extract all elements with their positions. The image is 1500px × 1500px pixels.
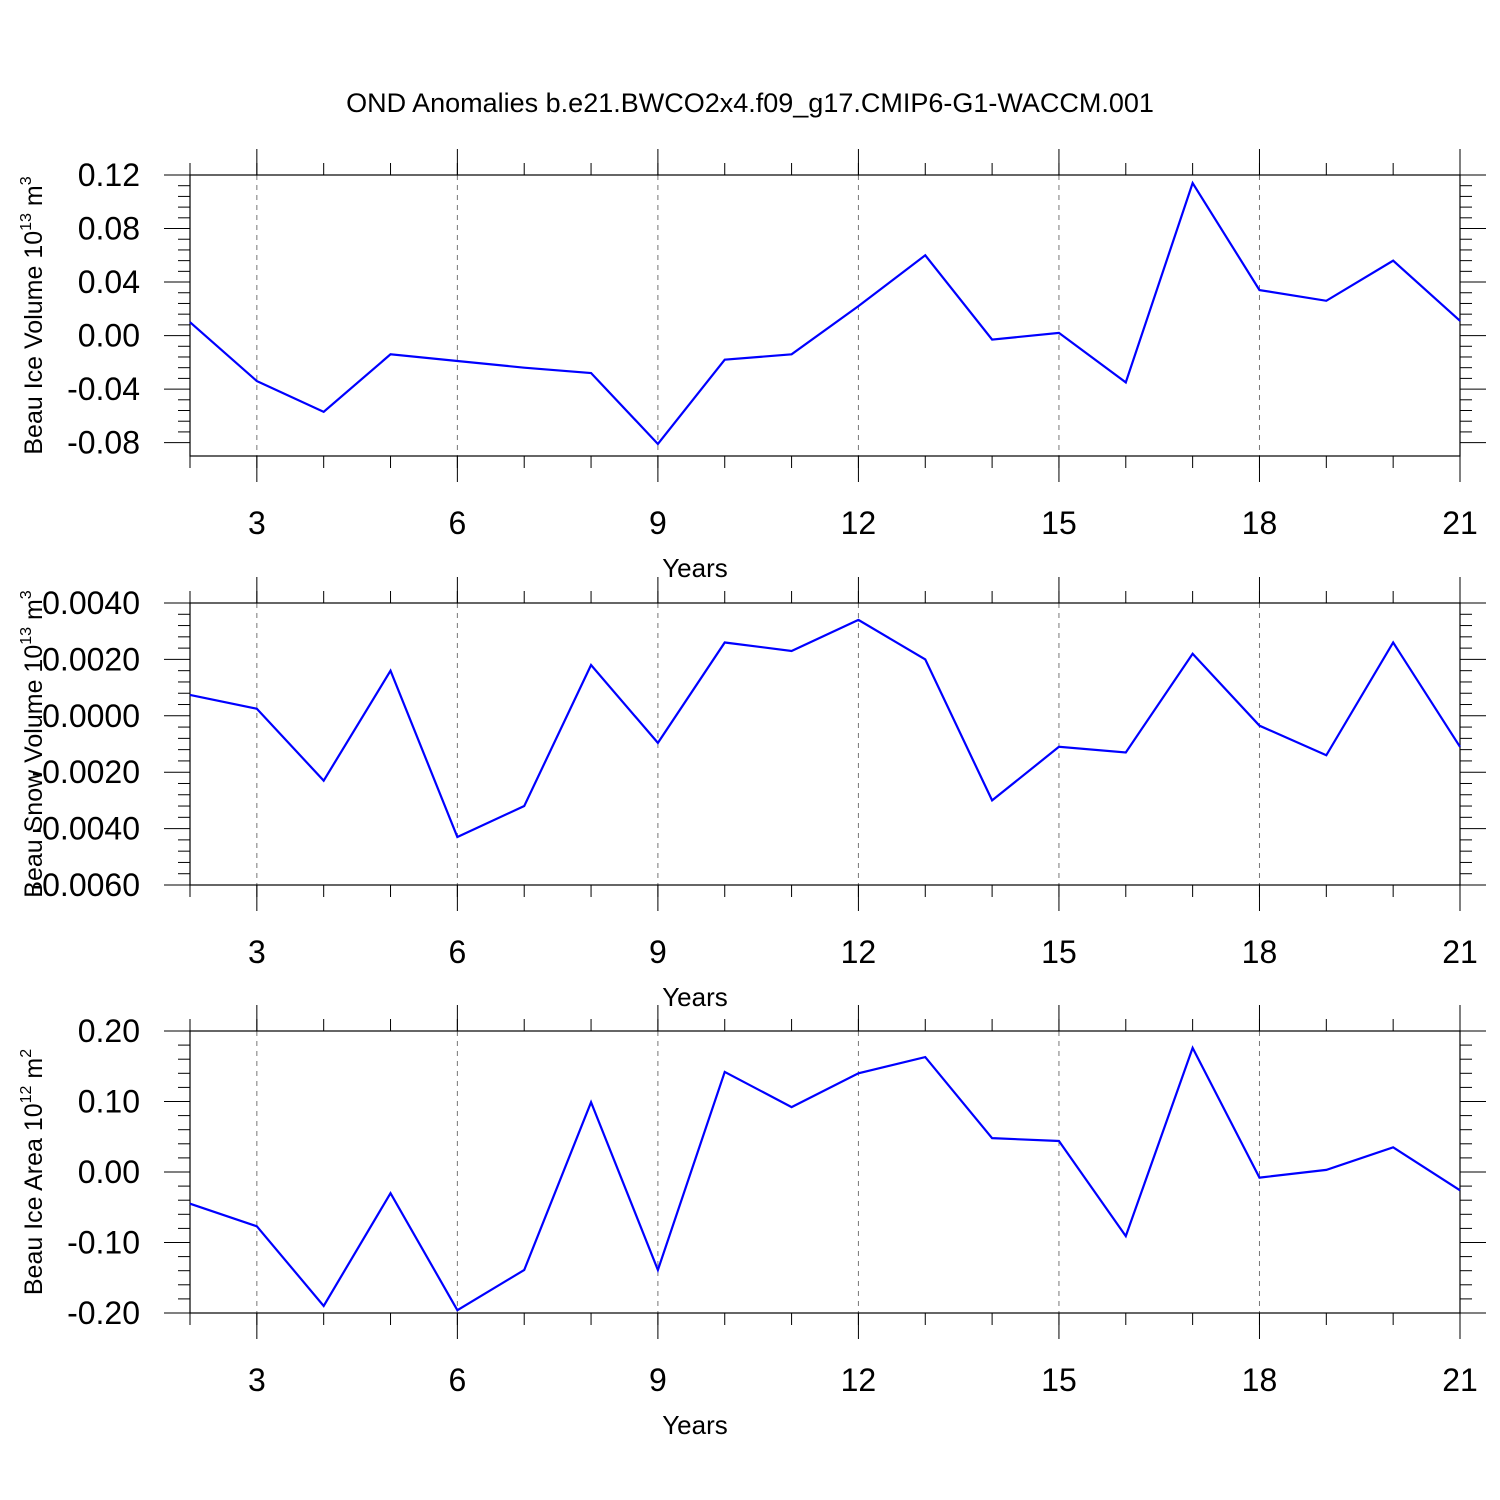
y-tick-label: -0.20 xyxy=(67,1295,140,1331)
x-tick-label: 12 xyxy=(841,1362,877,1398)
x-tick-label: 9 xyxy=(649,505,667,541)
x-axis-label: Years xyxy=(662,982,728,1012)
y-axis-label-exponent: 3 xyxy=(18,176,35,185)
x-axis-label: Years xyxy=(662,1410,728,1440)
y-axis-label-part: m xyxy=(20,185,48,213)
x-tick-label: 9 xyxy=(649,1362,667,1398)
y-tick-label: 0.00 xyxy=(78,1154,140,1190)
y-axis-label-part: m xyxy=(20,1058,48,1086)
x-tick-label: 15 xyxy=(1041,934,1077,970)
y-tick-label: -0.0040 xyxy=(31,811,140,847)
y-tick-label: -0.08 xyxy=(67,425,140,461)
y-axis-label-part: Beau Ice Volume 10 xyxy=(20,231,48,455)
x-tick-label: 3 xyxy=(248,1362,266,1398)
y-axis-label-exponent: 3 xyxy=(18,590,35,599)
plot-frame xyxy=(189,602,1461,886)
y-axis-label-exponent: 13 xyxy=(18,213,35,231)
y-tick-label: 0.0040 xyxy=(42,585,140,621)
x-axis-label: Years xyxy=(662,553,728,583)
y-axis-label-exponent: 13 xyxy=(18,627,35,645)
data-line xyxy=(189,1045,1461,1312)
y-axis-label: Beau Ice Volume 1013 m3 xyxy=(18,176,48,454)
x-tick-label: 15 xyxy=(1041,1362,1077,1398)
x-tick-label: 18 xyxy=(1242,1362,1278,1398)
y-tick-label: -0.04 xyxy=(67,371,140,407)
y-tick-label: -0.10 xyxy=(67,1225,140,1261)
y-axis-label: Beau Snow Volume 1013 m3 xyxy=(18,590,48,898)
x-tick-label: 6 xyxy=(448,505,466,541)
x-tick-label: 21 xyxy=(1442,1362,1478,1398)
x-tick-label: 21 xyxy=(1442,934,1478,970)
x-tick-label: 15 xyxy=(1041,505,1077,541)
y-tick-label: 0.12 xyxy=(78,157,140,193)
x-tick-label: 21 xyxy=(1442,505,1478,541)
x-tick-label: 12 xyxy=(841,505,877,541)
x-tick-label: 6 xyxy=(448,934,466,970)
x-tick-label: 3 xyxy=(248,934,266,970)
y-axis-label: Beau Ice Area 1012 m2 xyxy=(18,1049,48,1295)
y-tick-label: 0.04 xyxy=(78,264,140,300)
y-tick-label: 0.0020 xyxy=(42,641,140,677)
y-tick-label: 0.0000 xyxy=(42,698,140,734)
plot-frame xyxy=(189,1030,1461,1314)
y-axis-label-part: Beau Snow Volume 10 xyxy=(20,645,48,898)
x-tick-label: 9 xyxy=(649,934,667,970)
y-axis-label-exponent: 2 xyxy=(18,1049,35,1058)
x-tick-label: 18 xyxy=(1242,505,1278,541)
y-tick-label: -0.0020 xyxy=(31,754,140,790)
x-tick-label: 3 xyxy=(248,505,266,541)
x-tick-label: 18 xyxy=(1242,934,1278,970)
y-axis-label-part: Beau Ice Area 10 xyxy=(20,1103,48,1295)
plot-frame xyxy=(189,174,1461,457)
data-line xyxy=(189,618,1461,839)
y-tick-label: 0.10 xyxy=(78,1084,140,1120)
x-tick-label: 6 xyxy=(448,1362,466,1398)
y-axis-label-exponent: 12 xyxy=(18,1085,35,1103)
data-line xyxy=(189,180,1461,446)
y-tick-label: 0.08 xyxy=(78,211,140,247)
y-tick-label: 0.00 xyxy=(78,318,140,354)
y-tick-label: -0.0060 xyxy=(31,867,140,903)
y-axis-label-part: m xyxy=(20,599,48,627)
chart-title: OND Anomalies b.e21.BWCO2x4.f09_g17.CMIP… xyxy=(346,88,1154,118)
x-tick-label: 12 xyxy=(841,934,877,970)
y-tick-label: 0.20 xyxy=(78,1013,140,1049)
